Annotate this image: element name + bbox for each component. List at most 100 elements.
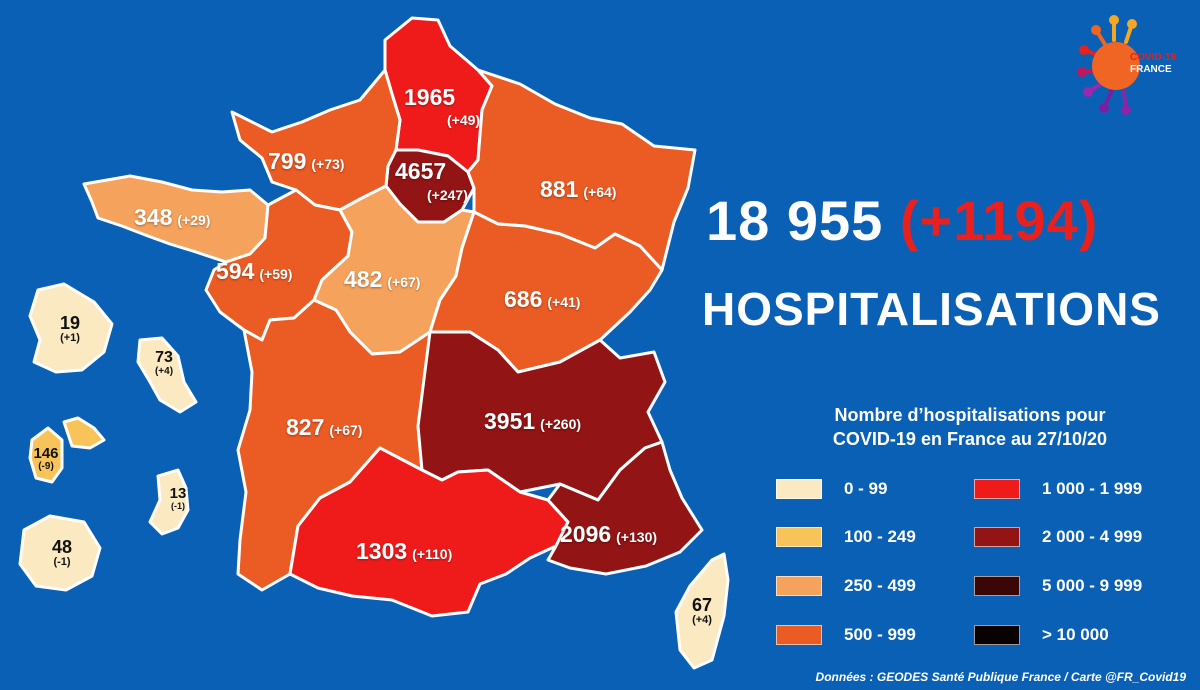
legend-swatch bbox=[776, 527, 822, 547]
label-ile-de-france: 4657 bbox=[395, 158, 446, 185]
logo-line1: COVID-19 bbox=[1130, 52, 1177, 63]
region-mayotte bbox=[148, 468, 190, 536]
label-provence-alpes-cote-azur: 2096 (+130) bbox=[560, 521, 657, 548]
region-corse bbox=[674, 552, 730, 670]
legend-item: 100 - 249 bbox=[776, 527, 916, 547]
region-normandie bbox=[230, 68, 402, 212]
delta-ile-de-france: (+247) bbox=[427, 187, 468, 205]
delta: (+110) bbox=[412, 546, 453, 562]
legend-swatch bbox=[776, 576, 822, 596]
value: 48 bbox=[51, 537, 73, 557]
legend-swatch bbox=[974, 479, 1020, 499]
legend-item: 0 - 99 bbox=[776, 479, 887, 499]
delta: (+130) bbox=[616, 529, 658, 545]
label-corse: 67 (+4) bbox=[682, 596, 722, 626]
logo-text: COVID-19 FRANCE bbox=[1130, 52, 1176, 76]
delta: (+1) bbox=[60, 331, 80, 344]
total-delta: (+1194) bbox=[899, 189, 1099, 252]
value: 4657 bbox=[395, 158, 447, 184]
legend-swatch bbox=[974, 527, 1020, 547]
legend-label: 500 - 999 bbox=[844, 625, 916, 644]
legend-label: 0 - 99 bbox=[844, 479, 888, 498]
delta: (+64) bbox=[583, 184, 617, 200]
value: 13 bbox=[169, 485, 187, 502]
delta: (+260) bbox=[540, 416, 582, 432]
covid19-france-logo-icon bbox=[1077, 15, 1140, 115]
legend-title: Nombre d’hospitalisations pour COVID-19 … bbox=[760, 403, 1180, 451]
total-value: 18 955 bbox=[706, 189, 884, 252]
value: 19 bbox=[59, 313, 81, 333]
value: 594 bbox=[216, 258, 255, 284]
legend-title-line1: Nombre d’hospitalisations pour bbox=[834, 405, 1106, 425]
label-hauts-de-france: 1965 bbox=[404, 84, 455, 111]
legend-swatch bbox=[776, 479, 822, 499]
label-auvergne-rhone-alpes: 3951 (+260) bbox=[484, 408, 581, 435]
delta: (-1) bbox=[171, 500, 185, 511]
value: 73 bbox=[155, 349, 173, 366]
label-nouvelle-aquitaine: 827 (+67) bbox=[286, 414, 362, 441]
value: 827 bbox=[286, 414, 325, 440]
value: 799 bbox=[268, 148, 307, 174]
legend-label: 250 - 499 bbox=[844, 576, 916, 595]
legend-label: 100 - 249 bbox=[844, 527, 916, 546]
legend-item: 250 - 499 bbox=[776, 576, 916, 596]
value: 881 bbox=[540, 176, 579, 202]
label-bourgogne-franche-comte: 686 (+41) bbox=[504, 286, 580, 313]
headline-subtitle: HOSPITALISATIONS bbox=[702, 283, 1161, 335]
delta: (+73) bbox=[311, 156, 345, 172]
legend-swatch bbox=[974, 625, 1020, 645]
value: 3951 bbox=[484, 408, 536, 434]
delta: (+4) bbox=[154, 365, 174, 377]
value: 2096 bbox=[560, 521, 612, 547]
legend-label: 2 000 - 4 999 bbox=[1042, 527, 1143, 546]
label-mayotte: 13 (-1) bbox=[160, 486, 196, 511]
region-provence-alpes-cote-azur bbox=[546, 440, 704, 576]
logo-line2: FRANCE bbox=[1130, 64, 1172, 75]
label-occitanie: 1303 (+110) bbox=[356, 538, 452, 565]
legend-item: 2 000 - 4 999 bbox=[974, 527, 1142, 547]
headline-total: 18 955 (+1194) bbox=[706, 188, 1098, 253]
value: 482 bbox=[344, 266, 383, 292]
legend-item: 5 000 - 9 999 bbox=[974, 576, 1142, 596]
legend-item: 500 - 999 bbox=[776, 625, 916, 645]
legend-label: > 10 000 bbox=[1042, 625, 1109, 644]
delta: (+41) bbox=[547, 294, 581, 310]
label-normandie: 799 (+73) bbox=[268, 148, 344, 175]
legend-swatch bbox=[776, 625, 822, 645]
delta-hauts-de-france: (+49) bbox=[447, 112, 480, 130]
legend-swatch bbox=[974, 576, 1020, 596]
delta: (+4) bbox=[692, 613, 712, 626]
region-martinique bbox=[136, 336, 198, 414]
delta: (+29) bbox=[177, 212, 211, 228]
label-guadeloupe: 146 (-9) bbox=[26, 446, 66, 472]
delta: (+49) bbox=[447, 112, 481, 128]
value: 1303 bbox=[356, 538, 408, 564]
delta: (+59) bbox=[259, 266, 293, 282]
delta: (+67) bbox=[387, 274, 421, 290]
delta: (-9) bbox=[38, 460, 54, 472]
region-guadeloupe bbox=[28, 416, 106, 484]
value: 146 bbox=[33, 445, 59, 462]
delta: (+67) bbox=[329, 422, 363, 438]
legend-label: 1 000 - 1 999 bbox=[1042, 479, 1143, 498]
label-martinique: 73 (+4) bbox=[144, 349, 184, 377]
source-footer: Données : GEODES Santé Publique France /… bbox=[815, 670, 1186, 684]
legend-label: 5 000 - 9 999 bbox=[1042, 576, 1143, 595]
value: 1965 bbox=[404, 84, 456, 110]
label-grand-est: 881 (+64) bbox=[540, 176, 616, 203]
label-pays-de-la-loire: 594 (+59) bbox=[216, 258, 292, 285]
legend-title-line2: COVID-19 en France au 27/10/20 bbox=[832, 429, 1108, 449]
label-centre-val-de-loire: 482 (+67) bbox=[344, 266, 420, 293]
value: 348 bbox=[134, 204, 173, 230]
delta: (+247) bbox=[427, 187, 468, 203]
label-bretagne: 348 (+29) bbox=[134, 204, 210, 231]
value: 67 bbox=[691, 595, 713, 615]
value: 686 bbox=[504, 286, 543, 312]
delta: (-1) bbox=[53, 555, 71, 568]
region-guyane bbox=[28, 282, 114, 374]
label-reunion: 48 (-1) bbox=[40, 538, 84, 568]
legend-item: 1 000 - 1 999 bbox=[974, 479, 1142, 499]
region-reunion bbox=[18, 514, 102, 592]
